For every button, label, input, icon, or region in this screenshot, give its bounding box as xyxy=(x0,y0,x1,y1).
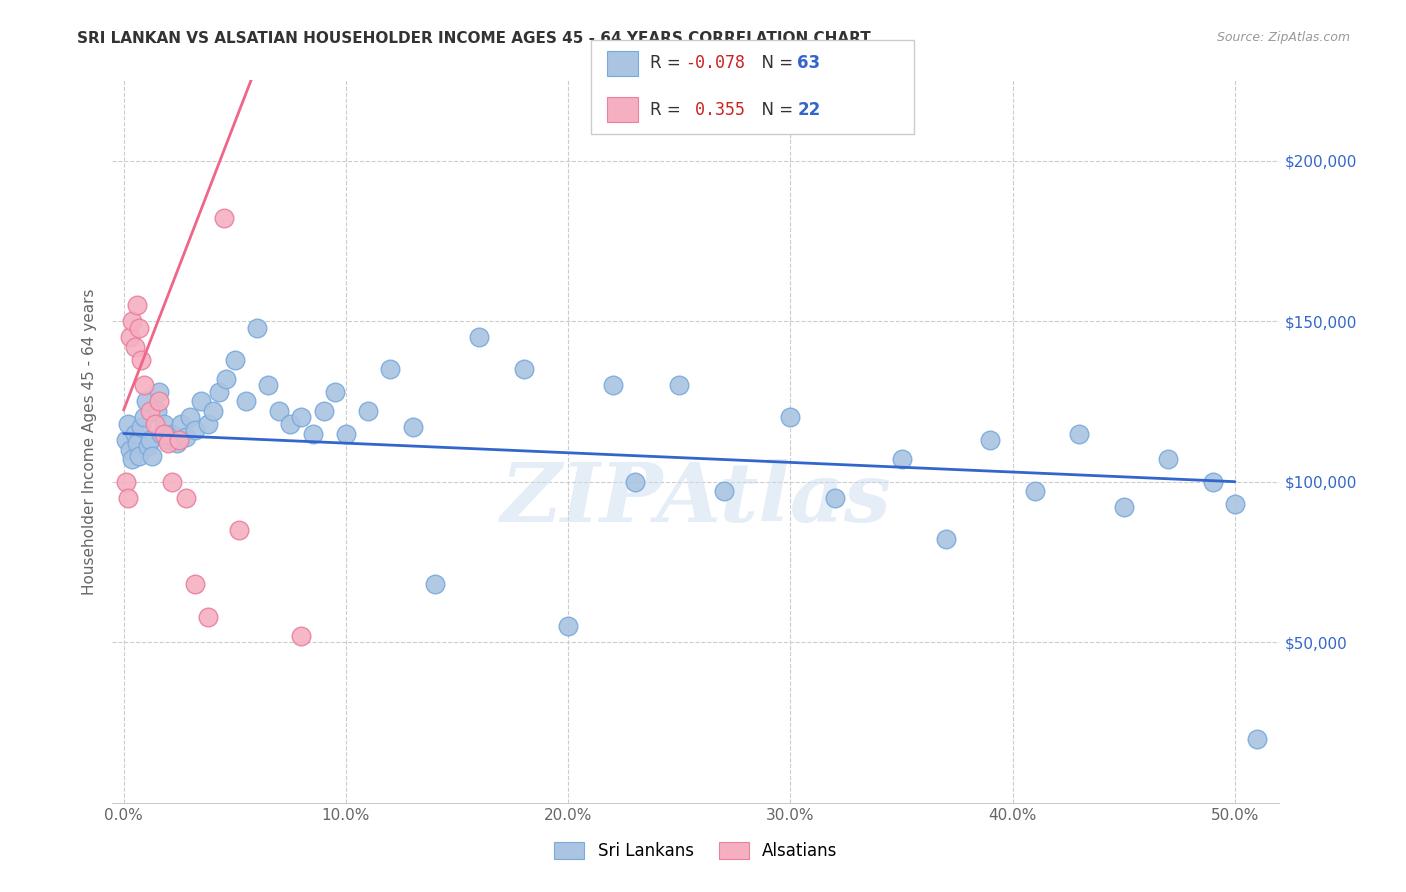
Point xyxy=(117,417,139,431)
Point xyxy=(124,426,146,441)
Point xyxy=(212,211,235,226)
Point xyxy=(125,436,148,450)
Point xyxy=(152,426,174,441)
Point xyxy=(143,417,166,431)
Point xyxy=(114,475,136,489)
Point xyxy=(121,452,143,467)
Point xyxy=(357,404,380,418)
Point xyxy=(179,410,201,425)
Point xyxy=(468,330,491,344)
Point xyxy=(401,420,423,434)
Legend: Sri Lankans, Alsatians: Sri Lankans, Alsatians xyxy=(548,835,844,867)
Point xyxy=(121,314,143,328)
Point xyxy=(935,533,957,547)
Point xyxy=(979,433,1001,447)
Point xyxy=(166,436,188,450)
Point xyxy=(290,410,312,425)
Point xyxy=(235,394,257,409)
Point xyxy=(824,491,846,505)
Point xyxy=(197,417,219,431)
Point xyxy=(183,577,205,591)
Point xyxy=(423,577,446,591)
Point xyxy=(131,420,153,434)
Text: 0.355: 0.355 xyxy=(685,101,745,119)
Point xyxy=(290,629,312,643)
Text: N =: N = xyxy=(751,101,799,119)
Point xyxy=(890,452,912,467)
Point xyxy=(117,491,139,505)
Point xyxy=(125,298,148,312)
Point xyxy=(128,449,150,463)
Point xyxy=(201,404,224,418)
Point xyxy=(152,417,174,431)
Text: 22: 22 xyxy=(797,101,821,119)
Point xyxy=(139,433,162,447)
Point xyxy=(157,436,180,450)
Point xyxy=(141,449,163,463)
Text: 63: 63 xyxy=(797,54,820,72)
Point xyxy=(132,410,155,425)
Text: Source: ZipAtlas.com: Source: ZipAtlas.com xyxy=(1216,31,1350,45)
Point xyxy=(183,423,205,437)
Point xyxy=(215,372,238,386)
Text: R =: R = xyxy=(650,101,690,119)
Point xyxy=(150,426,173,441)
Point xyxy=(557,619,579,633)
Point xyxy=(779,410,801,425)
Point xyxy=(1157,452,1180,467)
Point xyxy=(380,362,402,376)
Point xyxy=(148,384,170,399)
Point xyxy=(120,330,142,344)
Point xyxy=(124,340,146,354)
Point xyxy=(135,394,157,409)
Point xyxy=(174,430,197,444)
Point xyxy=(323,384,346,399)
Point xyxy=(228,523,250,537)
Point xyxy=(1246,731,1268,746)
Point xyxy=(128,320,150,334)
Point xyxy=(1202,475,1225,489)
Point xyxy=(174,491,197,505)
Point xyxy=(162,426,184,441)
Point xyxy=(170,417,193,431)
Point xyxy=(167,433,190,447)
Point xyxy=(246,320,269,334)
Point xyxy=(162,475,184,489)
Y-axis label: Householder Income Ages 45 - 64 years: Householder Income Ages 45 - 64 years xyxy=(82,288,97,595)
Point xyxy=(624,475,647,489)
Point xyxy=(1223,497,1246,511)
Point xyxy=(1024,484,1046,499)
Point xyxy=(312,404,335,418)
Point xyxy=(1112,500,1135,515)
Text: ZIPAtlas: ZIPAtlas xyxy=(501,459,891,540)
Point xyxy=(139,404,162,418)
Point xyxy=(713,484,735,499)
Point xyxy=(131,352,153,367)
Point xyxy=(278,417,301,431)
Point xyxy=(335,426,357,441)
Point xyxy=(224,352,246,367)
Point xyxy=(190,394,212,409)
Point xyxy=(301,426,323,441)
Text: N =: N = xyxy=(751,54,799,72)
Point xyxy=(269,404,291,418)
Point xyxy=(602,378,624,392)
Point xyxy=(132,378,155,392)
Point xyxy=(136,439,159,453)
Point xyxy=(668,378,690,392)
Point xyxy=(208,384,231,399)
Point xyxy=(148,394,170,409)
Point xyxy=(1069,426,1091,441)
Text: R =: R = xyxy=(650,54,686,72)
Point xyxy=(114,433,136,447)
Point xyxy=(120,442,142,457)
Text: -0.078: -0.078 xyxy=(685,54,745,72)
Text: SRI LANKAN VS ALSATIAN HOUSEHOLDER INCOME AGES 45 - 64 YEARS CORRELATION CHART: SRI LANKAN VS ALSATIAN HOUSEHOLDER INCOM… xyxy=(77,31,872,46)
Point xyxy=(197,609,219,624)
Point xyxy=(146,404,169,418)
Point xyxy=(257,378,280,392)
Point xyxy=(512,362,534,376)
Point xyxy=(157,433,180,447)
